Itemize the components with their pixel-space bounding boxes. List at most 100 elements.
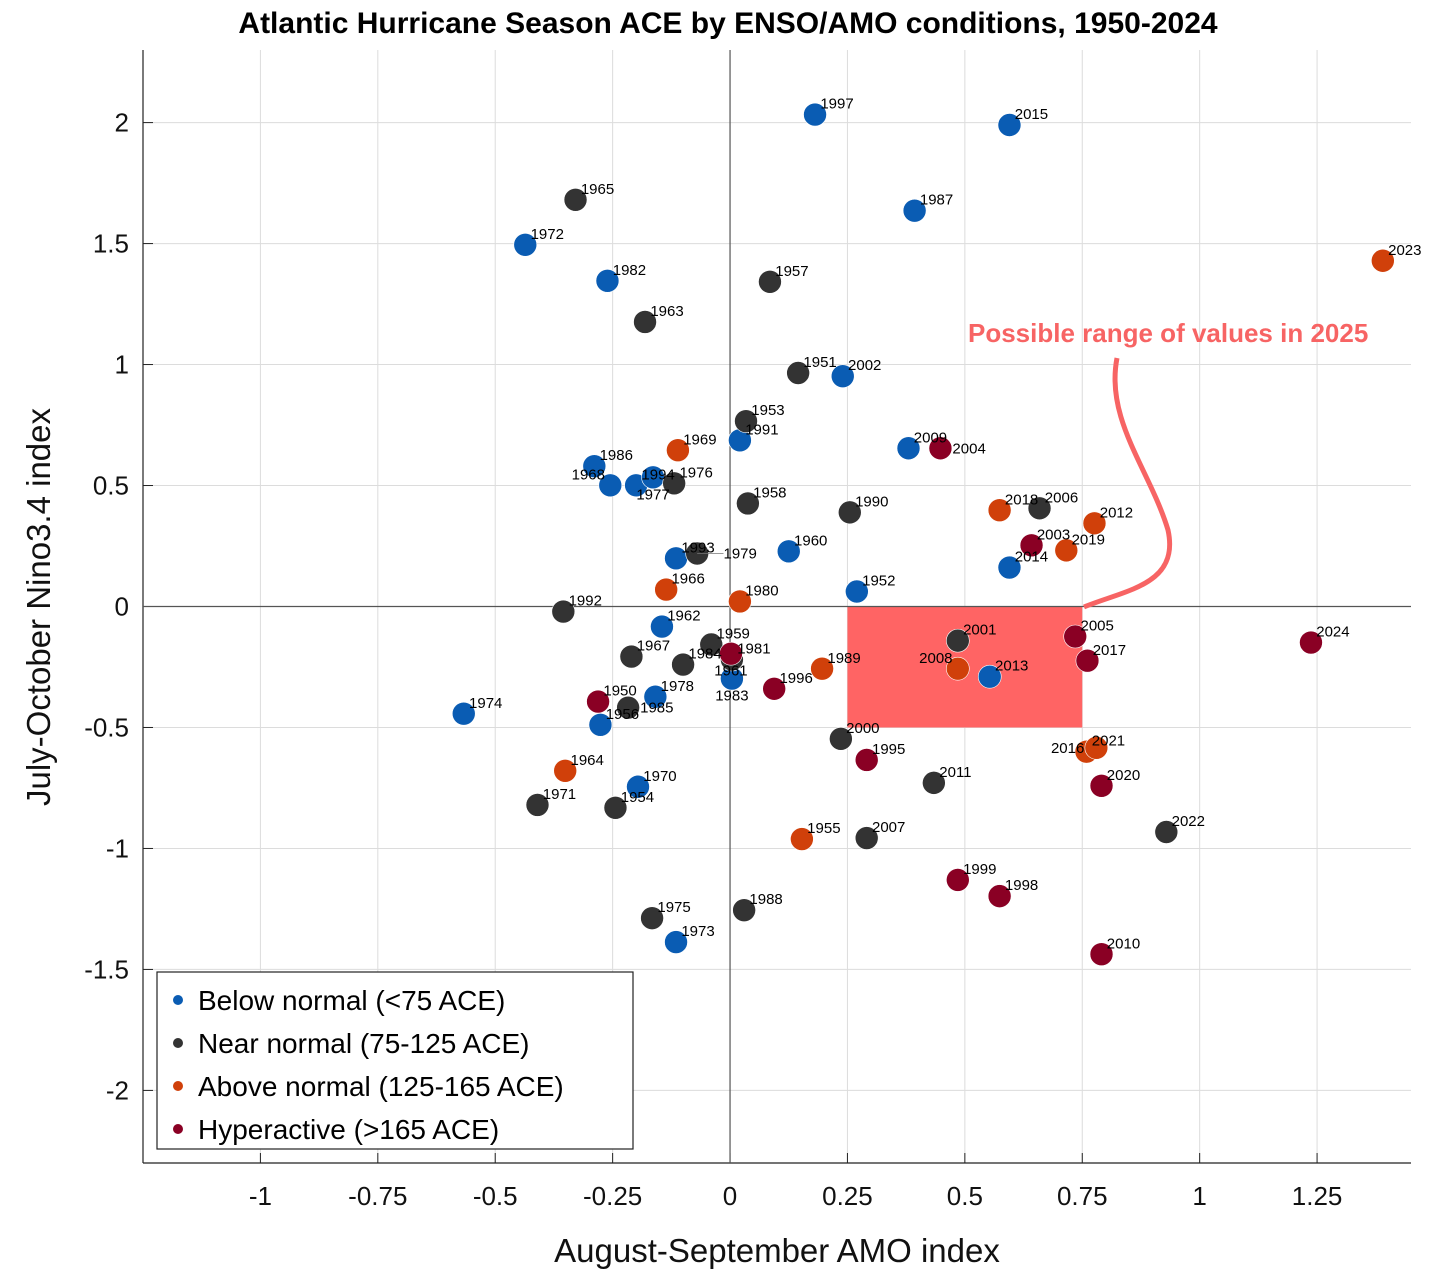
point-label: 1984 (688, 646, 721, 663)
data-point (1299, 630, 1323, 655)
point-label: 2018 (1005, 491, 1038, 508)
point-label: 1988 (749, 891, 782, 908)
point-label: 2016 (1051, 740, 1084, 757)
y-tick-label: -1 (106, 833, 129, 863)
annotation-arrow (1083, 357, 1173, 610)
point-label: 2024 (1316, 624, 1349, 641)
data-point (854, 748, 879, 772)
data-point (946, 868, 970, 892)
data-point (1027, 496, 1052, 521)
data-point (595, 269, 620, 293)
point-label: 1998 (1005, 877, 1038, 894)
data-point (928, 436, 953, 461)
data-point (1084, 736, 1109, 760)
point-label: 1987 (920, 192, 953, 209)
point-label: 1954 (621, 789, 654, 806)
point-label: 1950 (603, 683, 636, 700)
point-label: 1978 (661, 678, 694, 695)
x-tick-label: 1.25 (1292, 1181, 1343, 1211)
data-point (734, 409, 758, 433)
point-label: 2006 (1045, 489, 1078, 506)
point-label: 1995 (872, 741, 905, 758)
point-label: 2010 (1107, 935, 1140, 952)
point-label: 1963 (650, 303, 683, 320)
series-3 (586, 436, 1323, 966)
point-label: 2002 (848, 357, 881, 374)
data-point (643, 684, 668, 709)
data-point (563, 187, 588, 212)
point-label: 1952 (862, 573, 895, 590)
point-label: 2015 (1015, 106, 1048, 123)
point-label: 2011 (939, 764, 971, 781)
point-label: 1980 (745, 582, 778, 599)
x-tick-label: -1 (249, 1181, 272, 1211)
data-point (997, 113, 1022, 137)
legend-box (156, 971, 634, 1150)
point-label: 1985 (640, 700, 673, 717)
data-point (616, 695, 640, 720)
data-point (588, 713, 613, 737)
x-tick-label: 1 (1192, 1181, 1206, 1211)
data-point (837, 500, 862, 525)
x-tick-label: 0 (723, 1181, 737, 1211)
point-label: 2004 (952, 440, 985, 457)
point-label: 2019 (1072, 531, 1105, 548)
data-point (997, 555, 1022, 580)
series-0 (451, 102, 1022, 954)
x-tick-label: 0.75 (1057, 1181, 1108, 1211)
data-point (803, 102, 827, 127)
point-label: 2003 (1037, 526, 1070, 543)
point-label: 2005 (1081, 618, 1114, 635)
data-point (1075, 648, 1100, 673)
point-label: 1975 (657, 899, 690, 916)
point-label: 1986 (600, 447, 633, 464)
point-label: 1992 (569, 593, 602, 610)
x-tick-label: -0.5 (473, 1181, 518, 1211)
data-point (719, 641, 743, 666)
data-point (758, 269, 782, 294)
point-label: 1960 (794, 532, 827, 549)
data-point (946, 628, 970, 653)
data-point (830, 364, 855, 388)
y-tick-label: -0.5 (84, 712, 129, 742)
point-label: 2023 (1388, 242, 1421, 259)
point-label: 1964 (570, 752, 603, 769)
point-label: 2009 (914, 429, 947, 446)
legend-marker (173, 1038, 183, 1048)
data-point (728, 589, 752, 614)
series-2 (553, 248, 1395, 851)
data-point (762, 676, 786, 701)
point-label: 1951 (803, 354, 836, 371)
y-tick-label: -1.5 (84, 954, 129, 984)
data-point (776, 539, 801, 564)
x-tick-label: 0.5 (947, 1181, 983, 1211)
data-point (987, 498, 1012, 523)
data-point (1054, 538, 1079, 563)
legend-marker (173, 1124, 183, 1134)
x-tick-label: 0.25 (822, 1181, 873, 1211)
data-point (598, 473, 623, 498)
data-point (786, 361, 810, 385)
point-label: 2000 (846, 720, 879, 737)
point-label: 1983 (715, 688, 748, 705)
data-point (896, 436, 921, 461)
y-axis-label: July-October Nino3.4 index (20, 407, 57, 806)
data-point (525, 793, 550, 817)
data-point (1371, 248, 1395, 273)
point-label: 1959 (717, 626, 750, 643)
point-label: 2021 (1092, 733, 1125, 750)
data-point (626, 774, 650, 799)
point-label: 1993 (681, 539, 714, 556)
point-label: 2012 (1100, 504, 1133, 521)
y-tick-label: -2 (106, 1075, 129, 1105)
data-point (633, 310, 657, 334)
point-label: 1955 (807, 820, 840, 837)
data-point (1154, 820, 1179, 844)
point-label: 1982 (613, 262, 646, 279)
point-label: 2022 (1172, 813, 1205, 830)
data-point (699, 632, 724, 657)
point-label: 1968 (572, 466, 605, 483)
chart-title: Atlantic Hurricane Season ACE by ENSO/AM… (238, 7, 1217, 40)
y-tick-label: 1.5 (93, 229, 129, 259)
data-point (854, 826, 879, 850)
